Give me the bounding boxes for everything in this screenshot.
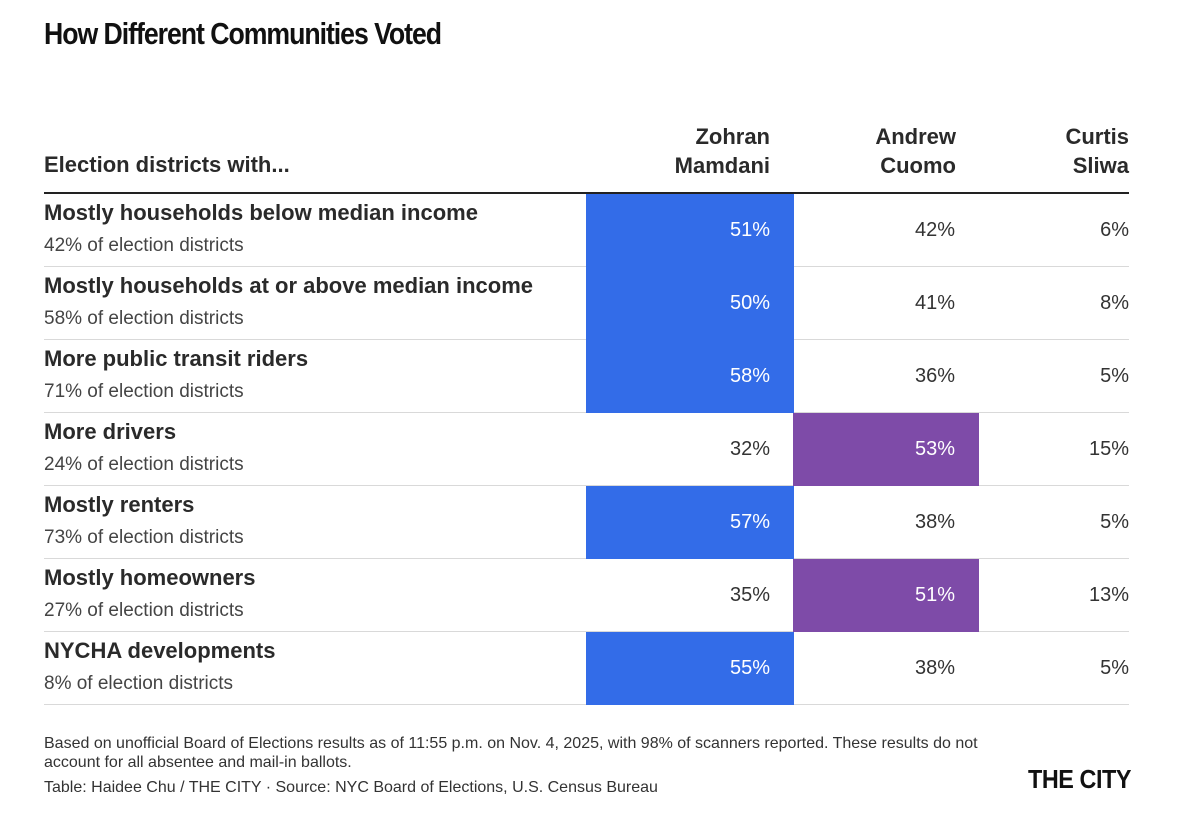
table-row: Mostly households at or above median inc… [44,267,1129,340]
cell-mamdani: 32% [729,438,770,460]
cell-cuomo: 38% [914,657,955,679]
column-header-sliwa-first: Curtis [1065,124,1129,149]
row-label: More drivers [44,419,177,444]
row-share: 8% of election districts [44,673,234,694]
column-header-mamdani: Zohran Mamdani [586,122,770,180]
cell-sliwa: 5% [1100,365,1129,387]
cell-sliwa: 13% [1088,584,1129,606]
row-share: 24% of election districts [44,454,244,475]
row-label: NYCHA developments [44,638,276,663]
cell-cuomo: 42% [914,219,955,241]
column-header-cuomo-last: Cuomo [880,153,956,178]
row-label: More public transit riders [44,346,309,371]
cell-sliwa: 6% [1100,219,1129,241]
footnote: Based on unofficial Board of Elections r… [44,735,978,771]
row-share: 27% of election districts [44,600,244,621]
cell-mamdani: 35% [729,584,770,606]
table-row: More public transit riders 71% of electi… [44,340,1129,413]
row-share: 73% of election districts [44,527,244,548]
the-city-logo: THE CITY [1028,764,1132,794]
cell-mamdani-winner: 57% [586,486,794,559]
row-header-label: Election districts with... [44,152,290,177]
cell-sliwa: 5% [1100,657,1129,679]
cell-mamdani-winner: 50% [586,267,794,340]
cell-sliwa: 5% [1100,511,1129,533]
row-label: Mostly renters [44,492,195,517]
cell-sliwa: 8% [1100,292,1129,314]
column-header-sliwa: Curtis Sliwa [979,122,1129,180]
cell-cuomo: 36% [914,365,955,387]
row-share: 42% of election districts [44,235,244,256]
row-share: 58% of election districts [44,308,244,329]
column-header-mamdani-last: Mamdani [674,153,770,178]
cell-mamdani-winner: 55% [586,632,794,705]
cell-cuomo-winner: 51% [793,559,979,632]
column-header-cuomo: Andrew Cuomo [793,122,956,180]
table-row: NYCHA developments 8% of election distri… [44,632,1129,705]
table-row: Mostly renters 73% of election districts… [44,486,1129,559]
row-label: Mostly households at or above median inc… [44,273,533,298]
row-share: 71% of election districts [44,381,244,402]
column-header-cuomo-first: Andrew [875,124,956,149]
source-credit: Table: Haidee Chu / THE CITY · Source: N… [44,779,658,796]
cell-cuomo: 41% [914,292,955,314]
column-header-sliwa-last: Sliwa [1072,153,1129,178]
cell-cuomo: 38% [914,511,955,533]
row-label: Mostly households below median income [44,200,478,225]
chart-title: How Different Communities Voted [44,16,442,51]
row-label: Mostly homeowners [44,565,256,590]
cell-mamdani-winner: 58% [586,340,794,413]
cell-mamdani-winner: 51% [586,194,794,267]
table-row: More drivers 24% of election districts 3… [44,413,1129,486]
table-row: Mostly homeowners 27% of election distri… [44,559,1129,632]
header-divider [44,192,1129,194]
cell-cuomo-winner: 53% [793,413,979,486]
column-header-mamdani-first: Zohran [695,124,770,149]
cell-sliwa: 15% [1088,438,1129,460]
table-row: Mostly households below median income 42… [44,194,1129,267]
